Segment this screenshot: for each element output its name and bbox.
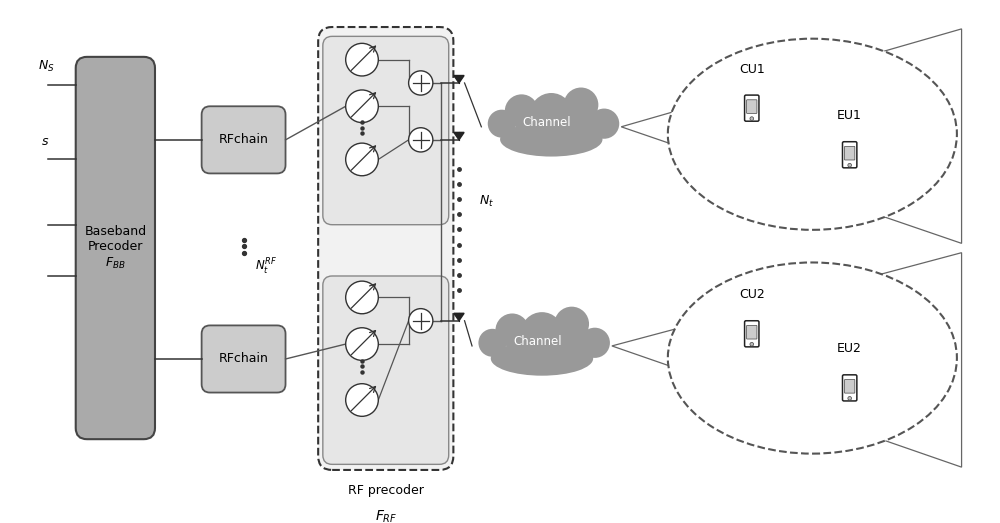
Text: $N_t^{RF}$: $N_t^{RF}$ <box>255 257 277 277</box>
Circle shape <box>495 313 529 347</box>
Circle shape <box>505 94 538 128</box>
Text: RF precoder: RF precoder <box>348 484 424 497</box>
Text: EU1: EU1 <box>837 109 862 122</box>
Circle shape <box>478 329 506 357</box>
Circle shape <box>488 110 516 138</box>
FancyBboxPatch shape <box>323 36 449 225</box>
Polygon shape <box>621 29 962 243</box>
Ellipse shape <box>491 341 593 376</box>
Text: CU1: CU1 <box>739 63 765 75</box>
Text: Channel: Channel <box>513 335 562 348</box>
FancyBboxPatch shape <box>323 276 449 464</box>
Circle shape <box>564 87 598 122</box>
Polygon shape <box>454 75 464 83</box>
Circle shape <box>346 328 378 360</box>
FancyBboxPatch shape <box>76 57 155 439</box>
Text: $N_t$: $N_t$ <box>479 194 494 209</box>
FancyBboxPatch shape <box>202 325 286 393</box>
FancyBboxPatch shape <box>202 106 286 174</box>
Text: $N_S$: $N_S$ <box>38 59 55 74</box>
Circle shape <box>565 336 592 362</box>
Text: RFchain: RFchain <box>219 353 269 366</box>
Circle shape <box>521 312 563 355</box>
Circle shape <box>848 396 852 400</box>
FancyBboxPatch shape <box>747 100 757 113</box>
Circle shape <box>409 128 433 152</box>
Circle shape <box>550 117 585 152</box>
Text: RFchain: RFchain <box>219 133 269 146</box>
FancyBboxPatch shape <box>842 142 857 168</box>
Text: $s$: $s$ <box>41 135 49 148</box>
Polygon shape <box>612 253 962 467</box>
Ellipse shape <box>668 39 957 230</box>
Text: Baseband
Precoder
$F_{BB}$: Baseband Precoder $F_{BB}$ <box>84 225 146 271</box>
Circle shape <box>589 109 619 139</box>
Circle shape <box>530 93 573 135</box>
Text: $F_{RF}$: $F_{RF}$ <box>375 508 397 523</box>
FancyBboxPatch shape <box>845 380 855 393</box>
Polygon shape <box>454 132 464 140</box>
Polygon shape <box>454 313 464 321</box>
Ellipse shape <box>668 263 957 453</box>
Circle shape <box>554 306 589 342</box>
Circle shape <box>848 163 852 167</box>
Circle shape <box>346 281 378 314</box>
Circle shape <box>574 117 601 143</box>
Circle shape <box>509 337 542 370</box>
FancyBboxPatch shape <box>747 325 757 339</box>
FancyBboxPatch shape <box>842 375 857 401</box>
Circle shape <box>346 43 378 76</box>
FancyBboxPatch shape <box>845 146 855 160</box>
Circle shape <box>346 90 378 122</box>
Circle shape <box>750 117 754 120</box>
Circle shape <box>409 71 433 95</box>
Circle shape <box>346 384 378 416</box>
Circle shape <box>519 118 551 151</box>
Text: Channel: Channel <box>522 116 571 129</box>
FancyBboxPatch shape <box>745 95 759 121</box>
Circle shape <box>541 336 576 371</box>
FancyBboxPatch shape <box>745 321 759 347</box>
FancyBboxPatch shape <box>318 27 453 470</box>
Circle shape <box>750 343 754 346</box>
Ellipse shape <box>500 122 602 156</box>
Circle shape <box>580 328 610 358</box>
Circle shape <box>346 143 378 176</box>
Circle shape <box>409 309 433 333</box>
Text: CU2: CU2 <box>739 288 765 301</box>
Text: EU2: EU2 <box>837 342 862 355</box>
